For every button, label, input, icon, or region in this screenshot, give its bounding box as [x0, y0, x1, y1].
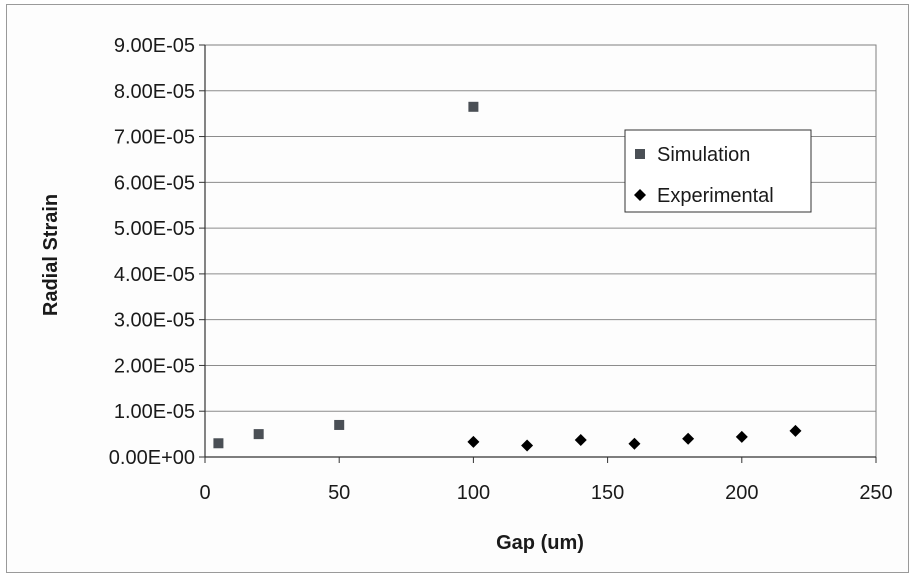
simulation-point — [253, 429, 264, 440]
x-axis-title: Gap (um) — [496, 532, 584, 554]
legend-label-experimental: Experimental — [657, 185, 774, 207]
simulation-point — [213, 438, 224, 449]
y-tick-label: 5.00E-05 — [114, 218, 195, 240]
experimental-point — [467, 435, 480, 448]
y-tick-label: 2.00E-05 — [114, 355, 195, 377]
x-tick-label: 100 — [457, 482, 490, 504]
y-tick-label: 0.00E+00 — [109, 447, 195, 469]
y-tick-label: 3.00E-05 — [114, 310, 195, 332]
data-marks — [213, 101, 802, 452]
x-tick-label: 200 — [725, 482, 758, 504]
plot-area — [204, 44, 877, 458]
y-tick-label: 6.00E-05 — [114, 172, 195, 194]
experimental-point — [789, 424, 802, 437]
y-tick-label: 9.00E-05 — [114, 35, 195, 57]
chart-frame — [6, 4, 909, 573]
y-tick-label: 1.00E-05 — [114, 401, 195, 423]
legend-marker-experimental — [634, 189, 646, 201]
y-tick-label: 7.00E-05 — [114, 127, 195, 149]
simulation-point — [468, 101, 479, 112]
legend-box — [624, 129, 812, 213]
experimental-point — [574, 434, 587, 447]
simulation-point — [334, 419, 345, 430]
legend-marker-simulation — [635, 149, 645, 159]
y-axis-title: Radial Strain — [40, 194, 62, 316]
experimental-point — [682, 432, 695, 445]
x-tick-label: 250 — [859, 482, 892, 504]
x-tick-label: 50 — [328, 482, 350, 504]
y-tick-label: 4.00E-05 — [114, 264, 195, 286]
experimental-point — [628, 437, 641, 450]
x-tick-label: 0 — [199, 482, 210, 504]
y-tick-label: 8.00E-05 — [114, 81, 195, 103]
legend-label-simulation: Simulation — [657, 144, 750, 166]
legend: Simulation Experimental — [624, 129, 812, 213]
experimental-point — [735, 430, 748, 443]
x-tick-label: 150 — [591, 482, 624, 504]
axes: 0.00E+00 1.00E-05 2.00E-05 3.00E-05 4.00E-05… — [109, 35, 893, 504]
experimental-point — [521, 439, 534, 452]
